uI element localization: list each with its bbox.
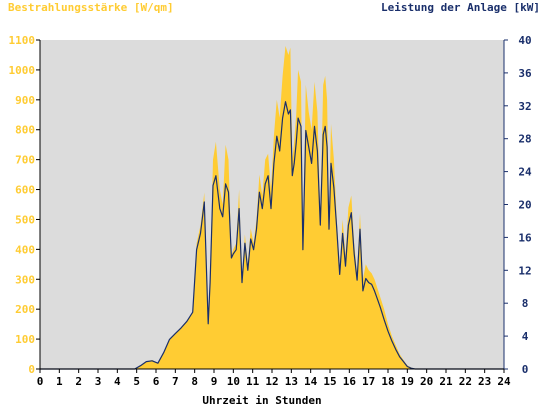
left-tick-label: 300 <box>15 273 35 286</box>
right-tick-label: 32 <box>518 100 531 113</box>
x-tick-label: 1 <box>56 375 63 388</box>
x-tick-label: 22 <box>459 375 472 388</box>
x-tick-label: 2 <box>75 375 82 388</box>
x-tick-label: 20 <box>420 375 433 388</box>
right-tick-label: 16 <box>518 231 532 244</box>
power-line <box>40 101 504 370</box>
x-tick-label: 17 <box>362 375 375 388</box>
x-tick-label: 21 <box>439 375 453 388</box>
x-tick-label: 3 <box>95 375 102 388</box>
right-tick-label: 12 <box>518 264 531 277</box>
left-tick-label: 900 <box>15 94 35 107</box>
right-axis-title: Leistung der Anlage [kW] <box>381 1 540 14</box>
x-tick-label: 13 <box>285 375 298 388</box>
right-tick-label: 20 <box>518 199 531 212</box>
left-tick-label: 600 <box>15 184 35 197</box>
left-tick-label: 200 <box>15 303 35 316</box>
x-tick-label: 11 <box>246 375 260 388</box>
x-tick-label: 12 <box>265 375 278 388</box>
x-tick-label: 10 <box>227 375 240 388</box>
x-tick-label: 7 <box>172 375 179 388</box>
x-tick-label: 9 <box>211 375 218 388</box>
right-tick-label: 0 <box>522 363 529 376</box>
right-tick-label: 40 <box>518 34 531 47</box>
x-tick-label: 14 <box>304 375 318 388</box>
x-axis-title: Uhrzeit in Stunden <box>202 394 321 407</box>
right-tick-label: 4 <box>522 330 529 343</box>
x-tick-label: 4 <box>114 375 121 388</box>
x-tick-label: 24 <box>497 375 511 388</box>
left-tick-label: 0 <box>28 363 35 376</box>
right-tick-label: 28 <box>518 133 531 146</box>
x-tick-label: 18 <box>381 375 394 388</box>
x-tick-label: 16 <box>343 375 357 388</box>
x-tick-label: 15 <box>323 375 336 388</box>
x-tick-label: 19 <box>401 375 414 388</box>
left-axis-title: Bestrahlungsstärke [W/qm] <box>8 1 174 14</box>
left-tick-label: 400 <box>15 243 35 256</box>
x-tick-label: 0 <box>37 375 44 388</box>
right-tick-label: 36 <box>518 67 532 80</box>
left-tick-label: 1100 <box>9 34 36 47</box>
left-tick-label: 500 <box>15 213 35 226</box>
right-tick-label: 8 <box>522 297 529 310</box>
x-tick-label: 6 <box>153 375 160 388</box>
x-tick-label: 8 <box>191 375 198 388</box>
left-tick-label: 1000 <box>9 64 36 77</box>
left-tick-label: 700 <box>15 154 35 167</box>
left-tick-label: 800 <box>15 124 35 137</box>
right-tick-label: 24 <box>518 166 532 179</box>
left-tick-label: 100 <box>15 333 35 346</box>
x-tick-label: 5 <box>133 375 140 388</box>
irradiance-area <box>40 46 504 369</box>
x-tick-label: 23 <box>478 375 491 388</box>
